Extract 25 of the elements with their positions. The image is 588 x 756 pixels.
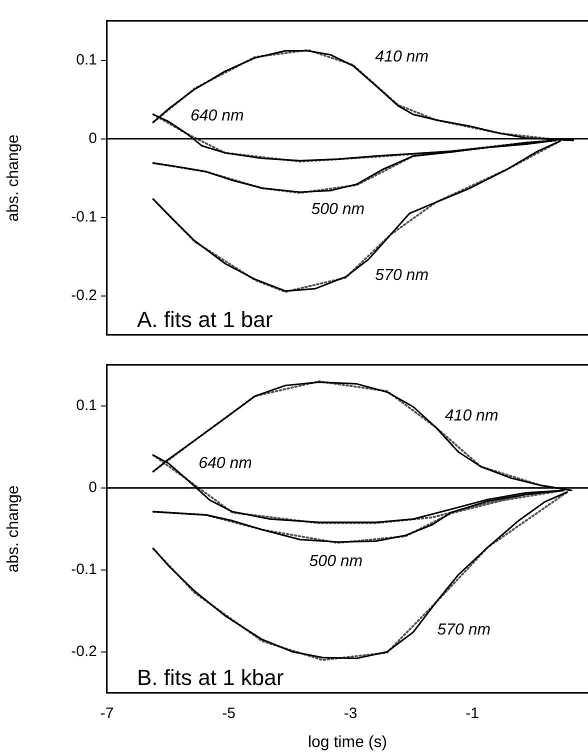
y-axis-title: abs. change: [5, 485, 22, 572]
y-tick-label: 0.1: [76, 51, 97, 68]
series-label: 570 nm: [437, 621, 491, 638]
series-label: 570 nm: [375, 266, 429, 284]
series-label: 410 nm: [444, 407, 498, 424]
y-axis-title: abs. change: [5, 134, 22, 222]
series-label: 410 nm: [375, 48, 429, 66]
y-tick-label: -0.1: [71, 208, 97, 226]
y-tick-label: -0.2: [71, 642, 97, 660]
x-tick-label: -1: [466, 704, 479, 722]
y-tick-label: -0.2: [71, 286, 97, 304]
y-tick-label: 0.1: [76, 397, 97, 414]
series-label: 500 nm: [309, 553, 363, 570]
x-tick-label: -5: [222, 704, 236, 722]
x-tick-label: -7: [100, 704, 114, 722]
y-tick-label: 0: [88, 130, 97, 147]
series-label: 640 nm: [190, 108, 244, 125]
y-tick-label: -0.1: [71, 561, 97, 578]
annotation: B. fits at 1 kbar: [137, 664, 284, 690]
y-tick-label: 0: [88, 479, 97, 496]
x-axis-title: log time (s): [308, 734, 388, 751]
x-tick-label: -3: [344, 704, 358, 722]
series-label: 640 nm: [198, 454, 252, 472]
series-label: 500 nm: [311, 200, 365, 218]
annotation: A. fits at 1 bar: [137, 307, 273, 332]
